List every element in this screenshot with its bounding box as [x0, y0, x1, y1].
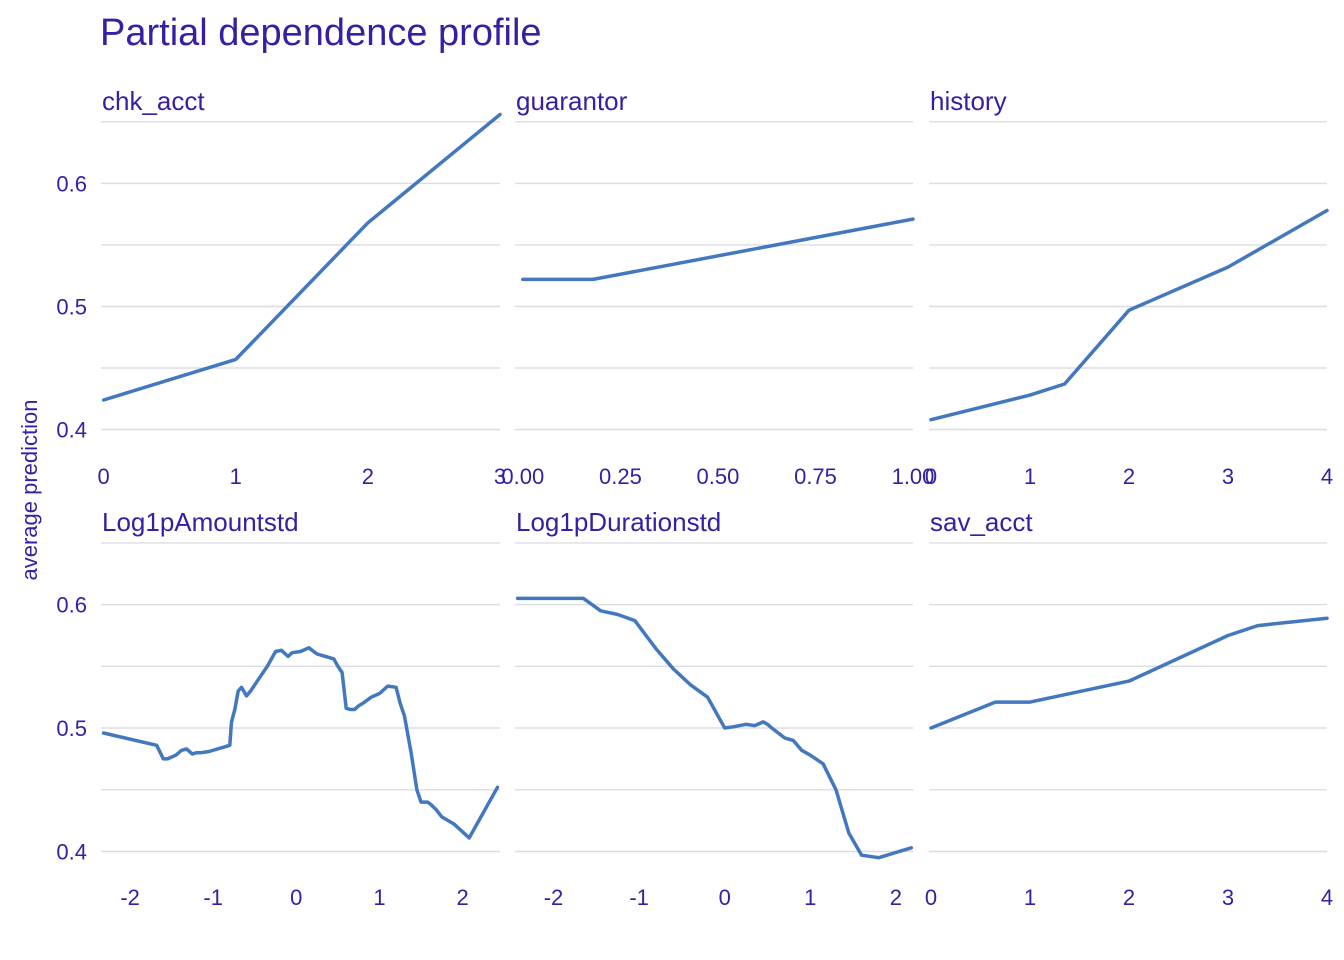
panel-label: history — [930, 86, 1007, 116]
x-tick-label: 2 — [1123, 464, 1135, 489]
panel-label: Log1pDurationstd — [516, 507, 721, 537]
panel-history: history 0 1 2 3 4 — [925, 86, 1333, 489]
x-tick-label: 2 — [890, 885, 902, 910]
panel-label: guarantor — [516, 86, 628, 116]
y-tick-label: 0.5 — [56, 295, 87, 320]
x-tick-label: 4 — [1321, 885, 1333, 910]
x-tick-label: 1 — [1024, 464, 1036, 489]
panel-label: chk_acct — [102, 86, 205, 116]
x-tick-label: -2 — [544, 885, 564, 910]
x-tick-label: 0.75 — [794, 464, 837, 489]
panel-chk-acct: chk_acct 0.4 0.5 0.6 0 1 2 3 — [56, 86, 506, 489]
x-tick-label: 0.25 — [599, 464, 642, 489]
panel-label: Log1pAmountstd — [102, 507, 299, 537]
series-line — [521, 217, 915, 282]
chart-title: Partial dependence profile — [100, 12, 542, 54]
x-tick-label: 4 — [1321, 464, 1333, 489]
panel-log1pamountstd: Log1pAmountstd 0.4 0.5 0.6 -2 -1 0 1 2 — [56, 507, 500, 910]
y-tick-label: 0.6 — [56, 171, 87, 196]
x-tick-label: -2 — [120, 885, 140, 910]
x-tick-label: 0 — [925, 885, 937, 910]
x-tick-label: 0 — [290, 885, 302, 910]
series-line — [515, 596, 914, 860]
panel-guarantor: guarantor 0.00 0.25 0.50 0.75 1.00 — [501, 86, 934, 489]
x-tick-label: 1 — [230, 464, 242, 489]
x-tick-label: 2 — [456, 885, 468, 910]
x-tick-label: 3 — [1222, 464, 1234, 489]
x-tick-label: 0 — [97, 464, 109, 489]
y-tick-label: 0.6 — [56, 593, 87, 618]
x-tick-label: 0 — [925, 464, 937, 489]
series-line — [101, 112, 502, 402]
y-tick-label: 0.4 — [56, 418, 87, 443]
x-tick-label: 0.00 — [501, 464, 544, 489]
y-tick-label: 0.4 — [56, 840, 87, 865]
panel-label: sav_acct — [930, 507, 1033, 537]
x-tick-label: 2 — [1123, 885, 1135, 910]
x-tick-label: 1.00 — [892, 464, 935, 489]
y-tick-label: 0.5 — [56, 716, 87, 741]
x-tick-label: 2 — [362, 464, 374, 489]
panel-log1pdurationstd: Log1pDurationstd -2 -1 0 1 2 — [515, 507, 914, 910]
x-tick-label: 3 — [1222, 885, 1234, 910]
x-tick-label: 1 — [373, 885, 385, 910]
x-tick-label: -1 — [203, 885, 223, 910]
x-tick-label: 1 — [1024, 885, 1036, 910]
panel-sav-acct: sav_acct 0 1 2 3 4 — [925, 507, 1333, 910]
x-tick-label: 0 — [719, 885, 731, 910]
x-tick-label: 3 — [494, 464, 506, 489]
x-tick-label: -1 — [629, 885, 649, 910]
x-tick-label: 0.50 — [696, 464, 739, 489]
series-line — [929, 208, 1329, 422]
series-line — [929, 616, 1329, 730]
series-line — [101, 646, 500, 840]
x-tick-label: 1 — [804, 885, 816, 910]
